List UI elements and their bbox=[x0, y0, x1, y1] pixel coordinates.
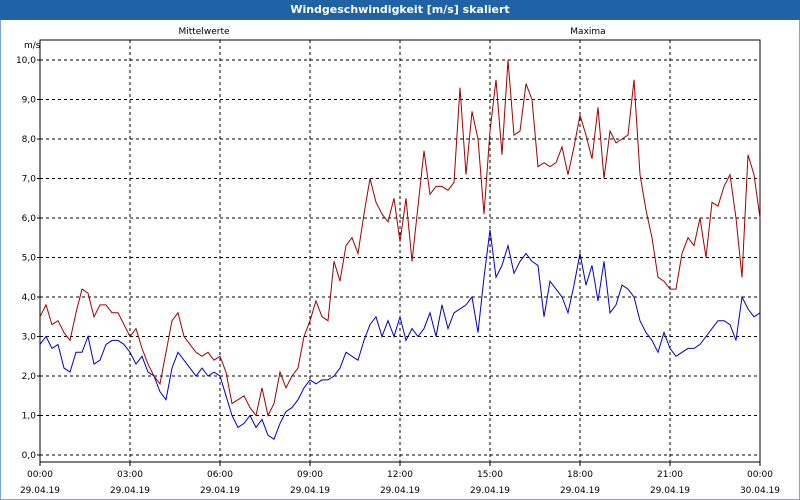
y-tick-label: 1,0 bbox=[22, 412, 37, 422]
x-tick-time-label: 06:00 bbox=[207, 470, 233, 480]
x-tick-time-label: 03:00 bbox=[117, 470, 143, 480]
series-layer bbox=[39, 59, 761, 440]
x-tick-time-label: 18:00 bbox=[567, 470, 593, 480]
x-tick-time-label: 12:00 bbox=[387, 470, 413, 480]
x-tick-date-label: 29.04.19 bbox=[110, 486, 150, 496]
x-tick-date-label: 29.04.19 bbox=[20, 486, 60, 496]
legend-max: Maxima bbox=[570, 27, 605, 37]
x-tick-date-label: 29.04.19 bbox=[650, 486, 690, 496]
y-tick-label: 10,0 bbox=[16, 56, 36, 66]
x-tick-time-label: 15:00 bbox=[477, 470, 503, 480]
x-tick-time-label: 21:00 bbox=[657, 470, 683, 480]
grid-layer bbox=[40, 40, 760, 462]
x-tick-date-label: 30.04.19 bbox=[740, 486, 780, 496]
y-tick-label: 5,0 bbox=[22, 254, 37, 264]
y-tick-label: 6,0 bbox=[22, 214, 37, 224]
y-tick-label: 0,0 bbox=[22, 451, 37, 461]
y-tick-label: 9,0 bbox=[22, 96, 37, 106]
chart-title: Windgeschwindigkeit [m/s] skaliert bbox=[0, 0, 800, 20]
x-tick-time-label: 00:00 bbox=[747, 470, 773, 480]
x-axis: 00:00 29.04.19 03:00 29.04.19 06:00 29.04.19 0… bbox=[20, 462, 780, 496]
x-tick-date-label: 29.04.19 bbox=[200, 486, 240, 496]
y-tick-label: 2,0 bbox=[22, 372, 37, 382]
legend-mean: Mittelwerte bbox=[178, 27, 229, 37]
x-tick-date-label: 29.04.19 bbox=[380, 486, 420, 496]
y-axis-unit-label: m/s bbox=[24, 41, 41, 51]
x-tick-date-label: 29.04.19 bbox=[470, 486, 510, 496]
y-tick-label: 3,0 bbox=[22, 333, 37, 343]
y-tick-label: 7,0 bbox=[22, 175, 37, 185]
y-tick-label: 4,0 bbox=[22, 293, 37, 303]
y-axis: 0,0 1,0 2,0 3,0 4,0 5,0 6,0 7,0 8,0 9,0 10,0 bbox=[16, 56, 40, 461]
series-line-mittelwerte bbox=[39, 229, 761, 440]
x-tick-time-label: 00:00 bbox=[27, 470, 53, 480]
x-tick-date-label: 29.04.19 bbox=[290, 486, 330, 496]
x-tick-time-label: 09:00 bbox=[297, 470, 323, 480]
series-line-maxima bbox=[39, 59, 761, 417]
y-tick-label: 8,0 bbox=[22, 135, 37, 145]
x-tick-date-label: 29.04.19 bbox=[560, 486, 600, 496]
